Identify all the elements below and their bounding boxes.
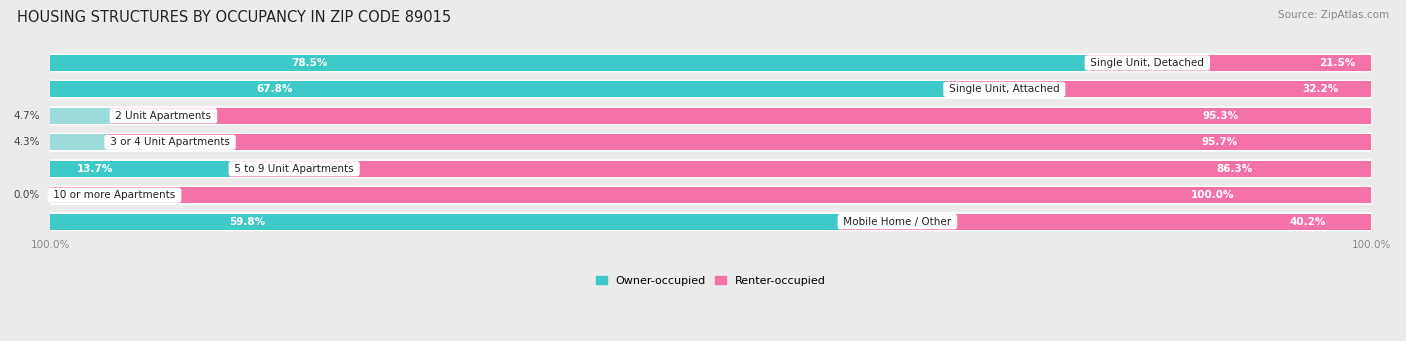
Text: 67.8%: 67.8%	[256, 84, 292, 94]
Text: 59.8%: 59.8%	[229, 217, 266, 227]
Text: 32.2%: 32.2%	[1302, 84, 1339, 94]
Text: 0.0%: 0.0%	[14, 190, 39, 200]
FancyBboxPatch shape	[51, 212, 1371, 231]
Text: 95.3%: 95.3%	[1202, 111, 1239, 121]
FancyBboxPatch shape	[51, 106, 1371, 125]
Bar	[51, 187, 1371, 203]
Legend: Owner-occupied, Renter-occupied: Owner-occupied, Renter-occupied	[596, 276, 825, 286]
Text: Mobile Home / Other: Mobile Home / Other	[841, 217, 955, 227]
Bar	[231, 161, 1371, 177]
Text: 4.3%: 4.3%	[13, 137, 39, 147]
Text: 13.7%: 13.7%	[77, 164, 114, 174]
FancyBboxPatch shape	[51, 186, 1371, 205]
Text: 40.2%: 40.2%	[1289, 217, 1326, 227]
Bar	[112, 108, 1371, 124]
Text: 95.7%: 95.7%	[1202, 137, 1237, 147]
FancyBboxPatch shape	[51, 53, 1371, 72]
Text: 10 or more Apartments: 10 or more Apartments	[51, 190, 179, 200]
Bar	[51, 214, 841, 229]
Bar	[107, 134, 1371, 150]
Text: 86.3%: 86.3%	[1216, 164, 1253, 174]
Bar	[51, 134, 107, 150]
Text: 21.5%: 21.5%	[1319, 58, 1355, 68]
Bar	[946, 81, 1371, 97]
FancyBboxPatch shape	[51, 159, 1371, 178]
Bar	[1087, 55, 1371, 71]
Text: 5 to 9 Unit Apartments: 5 to 9 Unit Apartments	[231, 164, 357, 174]
FancyBboxPatch shape	[51, 80, 1371, 99]
Text: 100.0%: 100.0%	[1191, 190, 1234, 200]
Bar	[51, 161, 231, 177]
Text: Single Unit, Attached: Single Unit, Attached	[946, 84, 1063, 94]
Bar	[51, 55, 1087, 71]
Bar	[841, 214, 1371, 229]
Text: HOUSING STRUCTURES BY OCCUPANCY IN ZIP CODE 89015: HOUSING STRUCTURES BY OCCUPANCY IN ZIP C…	[17, 10, 451, 25]
Bar	[51, 108, 112, 124]
Text: Single Unit, Detached: Single Unit, Detached	[1087, 58, 1208, 68]
Text: 2 Unit Apartments: 2 Unit Apartments	[112, 111, 215, 121]
FancyBboxPatch shape	[51, 133, 1371, 152]
Bar	[51, 81, 946, 97]
Text: 3 or 4 Unit Apartments: 3 or 4 Unit Apartments	[107, 137, 233, 147]
Text: Source: ZipAtlas.com: Source: ZipAtlas.com	[1278, 10, 1389, 20]
Text: 78.5%: 78.5%	[291, 58, 328, 68]
Text: 4.7%: 4.7%	[13, 111, 39, 121]
